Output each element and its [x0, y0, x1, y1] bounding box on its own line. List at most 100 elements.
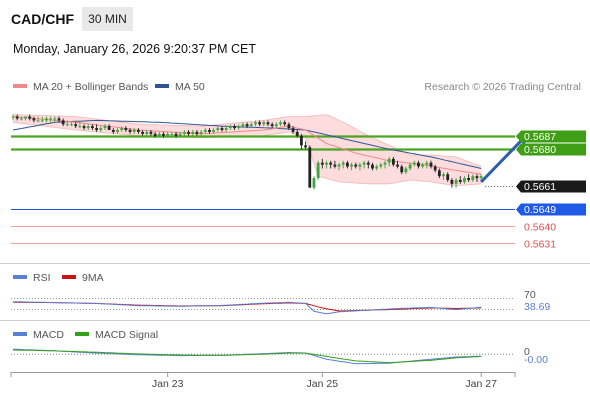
- candle-body: [11, 116, 15, 118]
- candle-body: [241, 124, 245, 127]
- candle-body: [74, 124, 78, 127]
- candle-body: [371, 164, 374, 169]
- candle-body: [300, 135, 303, 146]
- candle-body: [191, 131, 195, 134]
- macd-signal-line: [12, 349, 482, 364]
- candle-body: [425, 162, 429, 165]
- ma20-legend-swatch: [13, 84, 27, 88]
- candle-body: [442, 174, 445, 177]
- candle-body: [107, 126, 111, 130]
- candle-body: [475, 176, 479, 179]
- candle-body: [333, 164, 337, 167]
- time-tick-label: Jan 27: [465, 378, 497, 390]
- candle-body: [391, 158, 395, 165]
- candle-body: [354, 164, 358, 167]
- candle-body: [467, 178, 471, 180]
- candle-body: [28, 116, 32, 119]
- candle-body: [170, 133, 174, 135]
- macd-signal-legend-label: MACD Signal: [95, 329, 158, 341]
- candle-body: [132, 130, 136, 132]
- candle-body: [396, 164, 399, 167]
- candle-body: [195, 131, 199, 134]
- candle-body: [458, 180, 462, 182]
- candle-body: [387, 158, 391, 163]
- rsi-legend-label: RSI: [33, 272, 51, 284]
- candle-body: [412, 162, 416, 165]
- candle-body: [295, 131, 299, 136]
- candle-body: [283, 122, 287, 125]
- candle-body: [61, 120, 65, 125]
- candle-body: [24, 116, 27, 119]
- rsi-ma-legend-label: 9MA: [82, 272, 104, 284]
- candle-body: [141, 131, 144, 134]
- level-tag-0.5680: [516, 143, 586, 156]
- level-tag-0.5649: [516, 203, 586, 216]
- level-tag-text-0.5680: 0.5680: [524, 144, 556, 156]
- candle-body: [287, 124, 291, 129]
- candle-body: [116, 130, 119, 132]
- candle-body: [304, 145, 307, 148]
- candle-body: [279, 122, 282, 125]
- candle-body: [153, 133, 157, 136]
- candle-body: [208, 130, 211, 132]
- candle-body: [224, 128, 228, 130]
- candle-body: [266, 122, 270, 125]
- macd-zero-label: 0: [524, 346, 530, 358]
- candle-body: [233, 126, 236, 129]
- candle-body: [274, 124, 278, 127]
- candle-body: [262, 122, 266, 125]
- candle-body: [182, 131, 186, 134]
- price-levels: [11, 135, 515, 244]
- candle-body: [216, 128, 220, 130]
- level-label-0.5631: 0.5631: [524, 239, 556, 251]
- candle-body: [329, 162, 333, 165]
- candle-body: [162, 133, 165, 136]
- candle-body: [49, 118, 53, 120]
- macd-legend-swatch: [13, 332, 27, 336]
- candle-body: [187, 131, 190, 134]
- candle-body: [174, 133, 178, 136]
- candle-body: [78, 126, 82, 128]
- timeframe-badge[interactable]: 30 MIN: [82, 7, 133, 31]
- ma50-legend-label: MA 50: [175, 81, 205, 93]
- rsi-level-label: 70: [524, 289, 536, 301]
- candle-body: [245, 124, 249, 127]
- candle-body: [366, 162, 370, 165]
- ma50-legend-swatch: [155, 84, 169, 88]
- macd-value-label: -0.00: [524, 354, 548, 366]
- candle-body: [291, 128, 295, 132]
- candle-body: [145, 131, 149, 134]
- macd-signal-legend-swatch: [75, 332, 89, 336]
- candle-body: [320, 162, 324, 165]
- level-label-0.5640: 0.5640: [524, 222, 556, 234]
- candle-body: [346, 162, 349, 167]
- candle-body: [178, 133, 182, 136]
- macd-legend-label: MACD: [33, 329, 64, 341]
- candle-body: [111, 130, 115, 132]
- candle-body: [312, 178, 316, 188]
- candle-body: [337, 164, 341, 167]
- candle-body: [270, 124, 274, 127]
- candle-body: [45, 118, 48, 121]
- candle-body: [429, 162, 433, 167]
- candle-body: [421, 164, 425, 167]
- candle-body: [463, 178, 466, 182]
- candle-body: [358, 164, 362, 167]
- candle-body: [454, 180, 458, 184]
- candle-body: [149, 131, 153, 134]
- candle-body: [228, 126, 232, 129]
- rsi-ma-legend-swatch: [62, 275, 76, 279]
- candle-body: [19, 118, 23, 120]
- candle-body: [325, 162, 328, 165]
- candle-body: [308, 147, 312, 188]
- candle-body: [408, 164, 412, 169]
- copyright-text: Research © 2026 Trading Central: [424, 81, 581, 93]
- candle-body: [99, 128, 103, 130]
- candle-body: [249, 124, 253, 127]
- candle-body: [137, 130, 140, 132]
- candle-body: [86, 126, 90, 129]
- candle-body: [350, 164, 353, 167]
- candle-body: [254, 122, 257, 125]
